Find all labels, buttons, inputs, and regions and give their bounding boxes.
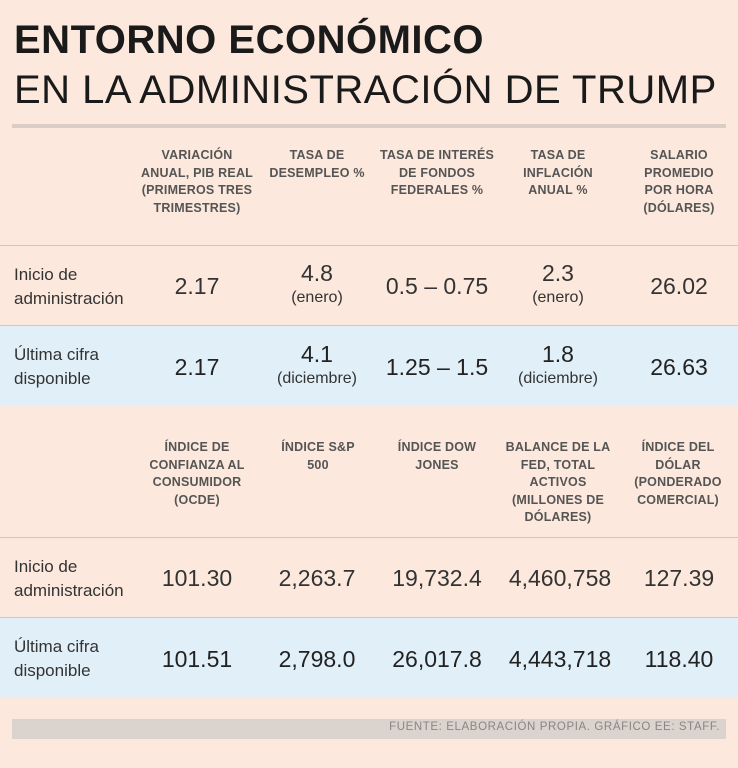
column-header-desempleo: TASA DE DESEMPLEO % [269,148,365,180]
table-cell: 2,263.7 [278,565,356,591]
table-cell: 4,443,718 [508,646,612,672]
row-divider [0,245,738,246]
table-cell: 26,017.8 [392,646,482,672]
row-divider [0,325,738,326]
table-cell: 118.40 [644,646,714,672]
title-line-2: EN LA ADMINISTRACIÓN DE TRUMP [14,68,717,112]
row-label: Última cifra disponible [14,345,100,388]
column-header-salario: SALARIO PROMEDIO POR HORA (DÓLARES) [643,148,715,215]
table-cell: 101.30 [161,565,233,591]
table-cell: 101.51 [161,646,233,672]
column-header-indice-dolar: ÍNDICE DEL DÓLAR (PONDERADO COMERCIAL) [634,440,722,507]
column-header-pib: VARIACIÓN ANUAL, PIB REAL (PRIMEROS TRES… [140,148,254,215]
source-credit: FUENTE: ELABORACIÓN PROPIA. GRÁFICO EE: … [389,721,720,733]
table-cell: 0.5 – 0.75 [385,273,489,299]
title-divider [12,124,726,128]
column-header-inflacion: TASA DE INFLACIÓN ANUAL % [523,148,593,197]
table-cell: 4,460,758 [508,565,612,591]
highlight-row-background [0,326,738,406]
table-cell: 2.17 [174,354,220,380]
source-footer: FUENTE: ELABORACIÓN PROPIA. GRÁFICO EE: … [12,719,726,739]
table-cell: 26.02 [650,273,708,299]
highlight-row-background [0,618,738,698]
table-cell: 1.8 (diciembre) [517,341,598,387]
row-label: Última cifra disponible [14,637,100,680]
table-cell: 19,732.4 [392,565,482,591]
table-cell: 26.63 [650,354,708,380]
row-label: Inicio de administración [14,265,124,308]
column-header-balance-fed: BALANCE DE LA FED, TOTAL ACTIVOS (MILLON… [505,440,611,524]
column-header-tasa-interes: TASA DE INTERÉS DE FONDOS FEDERALES % [379,148,495,197]
row-label: Inicio de administración [14,557,124,600]
column-header-dow-jones: ÍNDICE DOW JONES [397,440,477,472]
table-cell: 1.25 – 1.5 [385,354,489,380]
table-cell: 2.3 (enero) [532,260,584,306]
table-cell: 4.8 (enero) [291,260,343,306]
row-divider [0,617,738,618]
table-cell: 127.39 [643,565,715,591]
table-cell: 2.17 [174,273,220,299]
column-header-confianza: ÍNDICE DE CONFIANZA AL CONSUMIDOR (OCDE) [149,440,245,507]
table-cell: 4.1 (diciembre) [276,341,357,387]
row-divider [0,537,738,538]
table-cell: 2,798.0 [278,646,356,672]
column-header-sp500: ÍNDICE S&P 500 [281,440,355,472]
title-line-1: ENTORNO ECONÓMICO [14,18,485,62]
